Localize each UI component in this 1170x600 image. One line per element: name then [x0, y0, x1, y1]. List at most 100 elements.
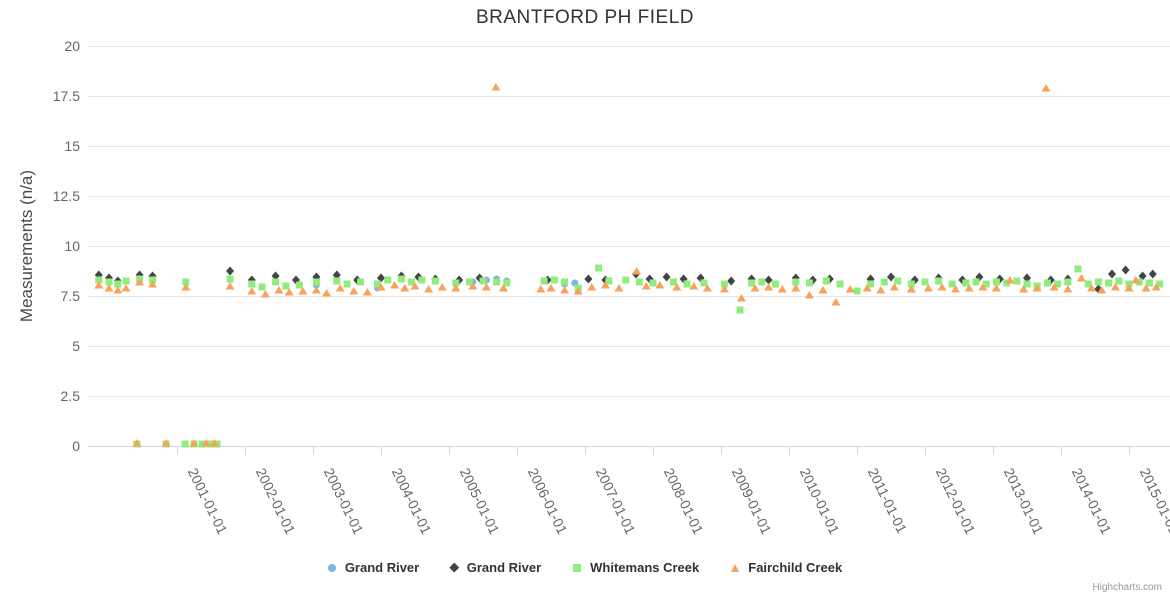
data-point[interactable]: [605, 277, 613, 285]
data-point[interactable]: [831, 298, 841, 306]
data-point[interactable]: [121, 284, 131, 292]
data-point[interactable]: [122, 277, 130, 285]
data-point[interactable]: [1097, 286, 1107, 294]
data-point[interactable]: [1110, 283, 1120, 291]
data-point[interactable]: [923, 284, 933, 292]
data-point[interactable]: [1138, 271, 1147, 281]
data-point[interactable]: [880, 278, 888, 286]
data-point[interactable]: [226, 266, 235, 276]
data-point[interactable]: [135, 278, 145, 286]
data-point[interactable]: [1013, 277, 1021, 285]
data-point[interactable]: [1019, 285, 1029, 293]
data-point[interactable]: [1145, 279, 1153, 287]
legend-item-grand-river-2[interactable]: Grand River: [449, 560, 541, 575]
data-point[interactable]: [397, 275, 405, 283]
data-point[interactable]: [271, 271, 280, 281]
data-point[interactable]: [148, 280, 158, 288]
data-point[interactable]: [962, 279, 970, 287]
data-point[interactable]: [437, 283, 447, 291]
data-point[interactable]: [400, 284, 410, 292]
data-point[interactable]: [201, 439, 211, 447]
data-point[interactable]: [1087, 284, 1097, 292]
data-point[interactable]: [376, 283, 386, 291]
data-point[interactable]: [225, 282, 235, 290]
data-point[interactable]: [889, 283, 899, 291]
data-point[interactable]: [114, 280, 122, 288]
data-point[interactable]: [498, 284, 508, 292]
data-point[interactable]: [937, 283, 947, 291]
data-point[interactable]: [720, 280, 728, 288]
data-point[interactable]: [764, 275, 773, 285]
data-point[interactable]: [1148, 269, 1157, 279]
data-point[interactable]: [584, 274, 593, 284]
data-point[interactable]: [595, 264, 603, 272]
data-point[interactable]: [1023, 280, 1031, 288]
data-point[interactable]: [282, 282, 290, 290]
data-point[interactable]: [862, 284, 872, 292]
data-point[interactable]: [573, 287, 583, 295]
data-point[interactable]: [1049, 283, 1059, 291]
data-point[interactable]: [1105, 279, 1113, 287]
data-point[interactable]: [182, 278, 190, 286]
data-point[interactable]: [853, 287, 861, 295]
data-point[interactable]: [390, 281, 400, 289]
data-point[interactable]: [655, 281, 665, 289]
data-point[interactable]: [1124, 284, 1134, 292]
data-point[interactable]: [418, 276, 426, 284]
data-point[interactable]: [669, 278, 677, 286]
data-point[interactable]: [189, 439, 199, 447]
data-point[interactable]: [887, 272, 895, 282]
data-point[interactable]: [750, 284, 760, 292]
data-point[interactable]: [1063, 285, 1073, 293]
data-point[interactable]: [727, 276, 736, 286]
data-point[interactable]: [1156, 280, 1164, 288]
data-point[interactable]: [550, 276, 558, 284]
data-point[interactable]: [493, 278, 501, 286]
data-point[interactable]: [906, 285, 916, 293]
data-point[interactable]: [384, 276, 392, 284]
data-point[interactable]: [410, 282, 420, 290]
data-point[interactable]: [226, 275, 234, 283]
data-point[interactable]: [1074, 265, 1082, 273]
data-point[interactable]: [1094, 278, 1102, 286]
data-point[interactable]: [672, 283, 682, 291]
data-point[interactable]: [181, 440, 189, 448]
data-point[interactable]: [836, 280, 844, 288]
data-point[interactable]: [431, 277, 439, 285]
data-point[interactable]: [736, 294, 746, 302]
data-point[interactable]: [991, 284, 1001, 292]
data-point[interactable]: [748, 279, 756, 287]
data-point[interactable]: [992, 278, 1000, 286]
data-point[interactable]: [362, 288, 372, 296]
data-point[interactable]: [561, 278, 569, 286]
data-point[interactable]: [424, 285, 434, 293]
data-point[interactable]: [546, 284, 556, 292]
data-point[interactable]: [764, 283, 774, 291]
data-point[interactable]: [113, 286, 123, 294]
data-point[interactable]: [503, 279, 511, 287]
data-point[interactable]: [408, 278, 416, 286]
data-point[interactable]: [298, 287, 308, 295]
data-point[interactable]: [94, 281, 104, 289]
legend-item-whitemans-creek[interactable]: Whitemans Creek: [573, 560, 699, 575]
data-point[interactable]: [1141, 284, 1151, 292]
data-point[interactable]: [333, 277, 341, 285]
data-point[interactable]: [311, 286, 321, 294]
data-point[interactable]: [635, 278, 643, 286]
data-point[interactable]: [343, 280, 351, 288]
data-point[interactable]: [468, 282, 478, 290]
data-point[interactable]: [1131, 276, 1141, 284]
data-point[interactable]: [921, 278, 929, 286]
data-point[interactable]: [1005, 276, 1015, 284]
credits-link[interactable]: Highcharts.com: [1092, 582, 1162, 593]
data-point[interactable]: [1108, 269, 1116, 279]
data-point[interactable]: [536, 285, 546, 293]
data-point[interactable]: [349, 287, 359, 295]
data-point[interactable]: [132, 439, 142, 447]
data-point[interactable]: [491, 83, 501, 91]
data-point[interactable]: [377, 273, 385, 283]
data-point[interactable]: [357, 278, 365, 286]
data-point[interactable]: [792, 278, 800, 286]
legend-item-grand-river-1[interactable]: Grand River: [327, 560, 419, 575]
data-point[interactable]: [198, 440, 206, 448]
